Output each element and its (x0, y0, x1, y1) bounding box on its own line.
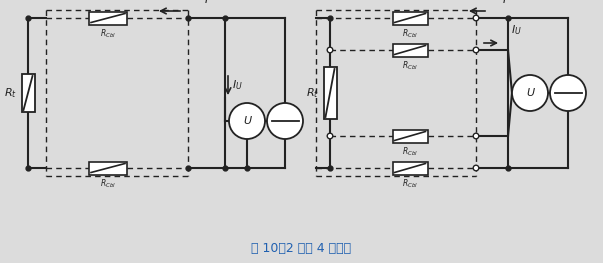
Circle shape (473, 165, 479, 171)
Circle shape (267, 103, 303, 139)
Circle shape (512, 75, 548, 111)
Bar (393, 161, 428, 174)
Text: U: U (243, 116, 251, 126)
Bar (393, 43, 428, 57)
Circle shape (327, 133, 333, 139)
Bar (393, 12, 428, 24)
Bar (323, 67, 336, 119)
Text: $R_{Cbl}$: $R_{Cbl}$ (402, 27, 418, 39)
Text: $I_U$: $I_U$ (232, 78, 243, 92)
Bar (22, 74, 34, 112)
Text: $I$: $I$ (203, 0, 209, 5)
Circle shape (327, 47, 333, 53)
Circle shape (229, 103, 265, 139)
Text: $R_{Cbl}$: $R_{Cbl}$ (100, 28, 116, 41)
Bar (89, 12, 127, 24)
Circle shape (473, 47, 479, 53)
Text: 图 10：2 线和 4 线测量: 图 10：2 线和 4 线测量 (251, 241, 351, 255)
Text: U: U (526, 88, 534, 98)
Text: $R_t$: $R_t$ (4, 86, 17, 100)
Text: $R_{Cbl}$: $R_{Cbl}$ (402, 59, 418, 72)
Text: $R_{Cbl}$: $R_{Cbl}$ (402, 177, 418, 190)
Bar (393, 129, 428, 143)
Circle shape (550, 75, 586, 111)
Text: $R_{Cbl}$: $R_{Cbl}$ (100, 178, 116, 190)
Text: $I$: $I$ (502, 0, 507, 5)
Text: $R_{Cbl}$: $R_{Cbl}$ (402, 145, 418, 158)
Text: $I_U$: $I_U$ (511, 23, 522, 37)
Circle shape (473, 15, 479, 21)
Bar (89, 161, 127, 174)
Circle shape (473, 133, 479, 139)
Text: $R_t$: $R_t$ (306, 86, 319, 100)
